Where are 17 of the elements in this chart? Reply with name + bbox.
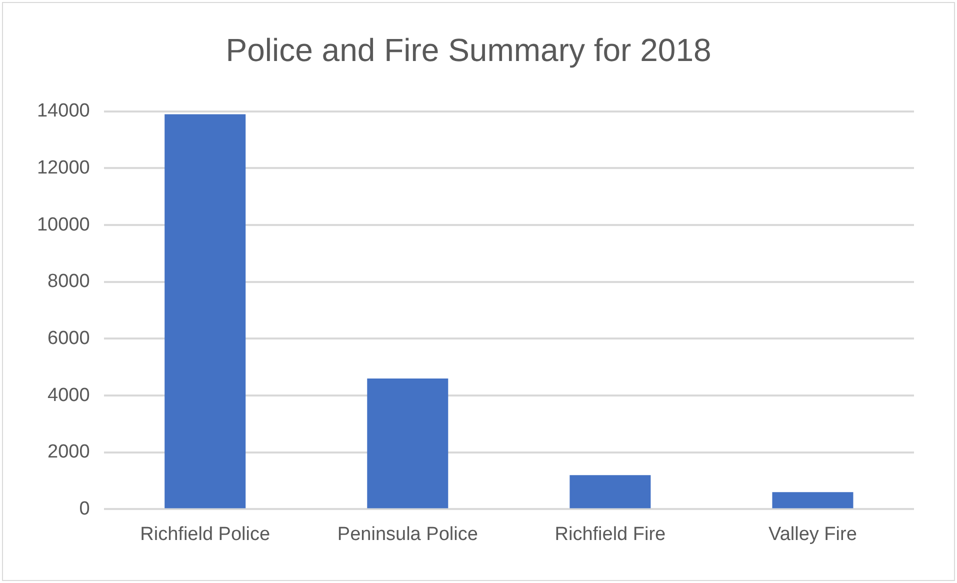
y-tick-label: 14000 (36, 100, 90, 122)
y-tick-label: 6000 (48, 328, 90, 349)
bar (772, 492, 854, 508)
y-tick-label: 10000 (36, 214, 90, 236)
chart-title: Police and Fire Summary for 2018 (226, 32, 712, 68)
x-tick-label: Richfield Police (140, 524, 270, 545)
y-tick-label: 12000 (36, 157, 90, 178)
y-tick-label: 2000 (48, 442, 90, 463)
x-tick-label: Richfield Fire (554, 524, 666, 545)
y-tick-label: 0 (79, 498, 90, 520)
x-tick-label: Peninsula Police (337, 524, 478, 545)
bar (164, 114, 246, 508)
bar (570, 475, 651, 508)
bar (367, 378, 448, 508)
y-tick-label: 4000 (48, 384, 90, 406)
y-tick-label: 8000 (48, 271, 90, 292)
x-tick-label: Valley Fire (768, 524, 857, 545)
